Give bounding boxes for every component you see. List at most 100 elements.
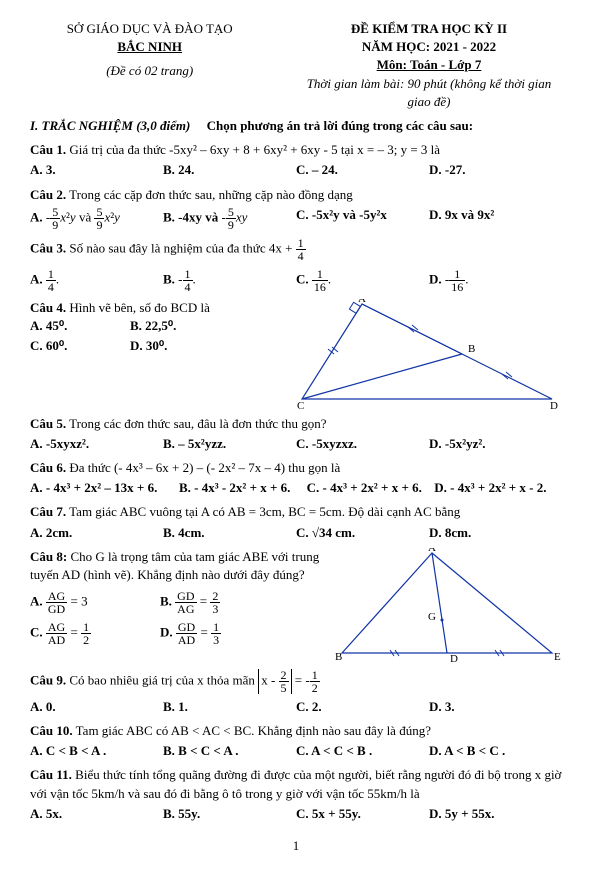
section-instr: Chọn phương án trả lời đúng trong các câ… — [207, 118, 473, 133]
q1-d: D. -27. — [429, 161, 562, 179]
q4-label: Câu 4. — [30, 300, 66, 315]
q1-c: C. – 24. — [296, 161, 429, 179]
page-number: 1 — [30, 837, 562, 855]
q8-c-lbl: C. — [30, 625, 46, 640]
year: NĂM HỌC: 2021 - 2022 — [296, 38, 562, 56]
q3-a: A. 14. — [30, 268, 163, 293]
q3-c: C. 116. — [296, 268, 429, 293]
q6-b: B. - 4x³ - 2x² + x + 6. — [179, 479, 307, 497]
q5-label: Câu 5. — [30, 416, 66, 431]
q8-label: Câu 8: — [30, 549, 67, 564]
q1-body: Giá trị của đa thức -5xy² – 6xy + 8 + 6x… — [66, 142, 440, 157]
q3-body: Số nào sau đây là nghiệm của đa thức 4x … — [66, 240, 296, 255]
q1-label: Câu 1. — [30, 142, 66, 157]
svg-text:B: B — [335, 651, 342, 663]
q2-a-mid: và — [76, 209, 95, 224]
q2-b: B. -4xy và -59xy — [163, 206, 296, 231]
q9-body: Có bao nhiêu giá trị của x thỏa mãn — [66, 672, 258, 687]
q3-c-lbl: C. — [296, 271, 312, 286]
q11-d: D. 5y + 55x. — [429, 805, 562, 823]
section-title: I. TRẮC NGHIỆM (3,0 điểm) — [30, 118, 190, 133]
q6-options: A. - 4x³ + 2x² – 13x + 6. B. - 4x³ - 2x²… — [30, 479, 562, 497]
q8-d-lbl: D. — [160, 625, 176, 640]
q5-body: Trong các đơn thức sau, đâu là đơn thức … — [66, 416, 326, 431]
q7-a: A. 2cm. — [30, 524, 163, 542]
q2-options: A. -59x²y và 59x²y B. -4xy và -59xy C. -… — [30, 206, 562, 231]
svg-text:A: A — [358, 299, 366, 305]
q1-b: B. 24. — [163, 161, 296, 179]
q10-options: A. C < B < A . B. B < C < A . C. A < C <… — [30, 742, 562, 760]
q8-options: A. AGGD = 3 B. GDAG = 23 C. AGAD = 12 D.… — [30, 590, 290, 646]
q7-c: C. √34 cm. — [296, 524, 429, 542]
header-right: ĐỀ KIỂM TRA HỌC KỲ II NĂM HỌC: 2021 - 20… — [296, 20, 562, 111]
q7-b: B. 4cm. — [163, 524, 296, 542]
svg-text:E: E — [554, 651, 561, 663]
svg-text:C: C — [297, 400, 304, 409]
q5: Câu 5. Trong các đơn thức sau, đâu là đơ… — [30, 415, 562, 453]
dept-line: SỞ GIÁO DỤC VÀ ĐÀO TẠO — [30, 20, 269, 38]
q3-label: Câu 3. — [30, 240, 66, 255]
q4-a: A. 45⁰. — [30, 317, 130, 335]
q6-c: C. - 4x³ + 2x² + x + 6. — [307, 479, 435, 497]
q5-c: C. -5xyzxz. — [296, 435, 429, 453]
province: BẮC NINH — [30, 38, 269, 56]
q2-label: Câu 2. — [30, 187, 66, 202]
q10-body: Tam giác ABC có AB < AC < BC. Khẳng định… — [73, 723, 431, 738]
subject: Môn: Toán - Lớp 7 — [296, 56, 562, 74]
exam-title: ĐỀ KIỂM TRA HỌC KỲ II — [296, 20, 562, 38]
q2-b-text: B. -4xy và — [163, 209, 222, 224]
q6-body: Đa thức (- 4x³ – 6x + 2) – (- 2x² – 7x –… — [66, 460, 340, 475]
q8-b-lbl: B. — [160, 594, 175, 609]
section-heading: I. TRẮC NGHIỆM (3,0 điểm) Chọn phương án… — [30, 117, 562, 135]
q2-c: C. -5x²y và -5y²x — [296, 206, 429, 231]
q8-text-block: Câu 8: Cho G là trọng tâm của tam giác A… — [30, 548, 332, 646]
header: SỞ GIÁO DỤC VÀ ĐÀO TẠO BẮC NINH (Đề có 0… — [30, 20, 562, 111]
q8: Câu 8: Cho G là trọng tâm của tam giác A… — [30, 548, 562, 663]
q3-b-lbl: B. — [163, 271, 178, 286]
q10-d: D. A < B < C . — [429, 742, 562, 760]
q1-a: A. 3. — [30, 161, 163, 179]
svg-text:A: A — [428, 548, 436, 554]
q10: Câu 10. Tam giác ABC có AB < AC < BC. Kh… — [30, 722, 562, 760]
svg-text:D: D — [450, 653, 458, 663]
q4-c: C. 60⁰. — [30, 337, 130, 355]
q4-text-block: Câu 4. Hình vẽ bên, số đo BCD là A. 45⁰.… — [30, 299, 292, 358]
q10-label: Câu 10. — [30, 723, 73, 738]
q8-b: B. GDAG = 23 — [160, 590, 290, 615]
q11-label: Câu 11. — [30, 767, 72, 782]
q4: Câu 4. Hình vẽ bên, số đo BCD là A. 45⁰.… — [30, 299, 562, 409]
q8-a: A. AGGD = 3 — [30, 590, 160, 615]
q6-a: A. - 4x³ + 2x² – 13x + 6. — [30, 479, 179, 497]
q11: Câu 11. Biểu thức tính tổng quãng đường … — [30, 766, 562, 823]
q10-a: A. C < B < A . — [30, 742, 163, 760]
q3-b: B. -14. — [163, 268, 296, 293]
q5-b: B. – 5x²yzz. — [163, 435, 296, 453]
svg-text:D: D — [550, 400, 558, 409]
q3-options: A. 14. B. -14. C. 116. D. -116. — [30, 268, 562, 293]
q4-body: Hình vẽ bên, số đo BCD là — [66, 300, 210, 315]
q8-figure: A B D E G — [332, 548, 562, 663]
q7-options: A. 2cm. B. 4cm. C. √34 cm. D. 8cm. — [30, 524, 562, 542]
time-note: Thời gian làm bài: 90 phút (không kể thờ… — [296, 75, 562, 111]
q9-options: A. 0. B. 1. C. 2. D. 3. — [30, 698, 562, 716]
q7-label: Câu 7. — [30, 504, 66, 519]
q9-c: C. 2. — [296, 698, 429, 716]
q2-body: Trong các cặp đơn thức sau, những cặp nà… — [66, 187, 353, 202]
q8-body: Cho G là trọng tâm của tam giác ABE với … — [30, 549, 319, 582]
q9: Câu 9. Có bao nhiêu giá trị của x thỏa m… — [30, 669, 562, 716]
q4-b: B. 22,5⁰. — [130, 317, 230, 335]
q1: Câu 1. Giá trị của đa thức -5xy² – 6xy +… — [30, 141, 562, 179]
q2-a-pre: A. — [30, 209, 46, 224]
q11-c: C. 5x + 55y. — [296, 805, 429, 823]
q8-d: D. GDAD = 13 — [160, 621, 290, 646]
svg-text:B: B — [468, 343, 475, 355]
q3-d-lbl: D. — [429, 271, 445, 286]
q9-b: B. 1. — [163, 698, 296, 716]
q7-body: Tam giác ABC vuông tại A có AB = 3cm, BC… — [66, 504, 460, 519]
q5-options: A. -5xyxz². B. – 5x²yzz. C. -5xyzxz. D. … — [30, 435, 562, 453]
q3: Câu 3. Số nào sau đây là nghiệm của đa t… — [30, 237, 562, 293]
q11-b: B. 55y. — [163, 805, 296, 823]
q2: Câu 2. Trong các cặp đơn thức sau, những… — [30, 186, 562, 231]
q6-label: Câu 6. — [30, 460, 66, 475]
q11-options: A. 5x. B. 55y. C. 5x + 55y. D. 5y + 55x. — [30, 805, 562, 823]
